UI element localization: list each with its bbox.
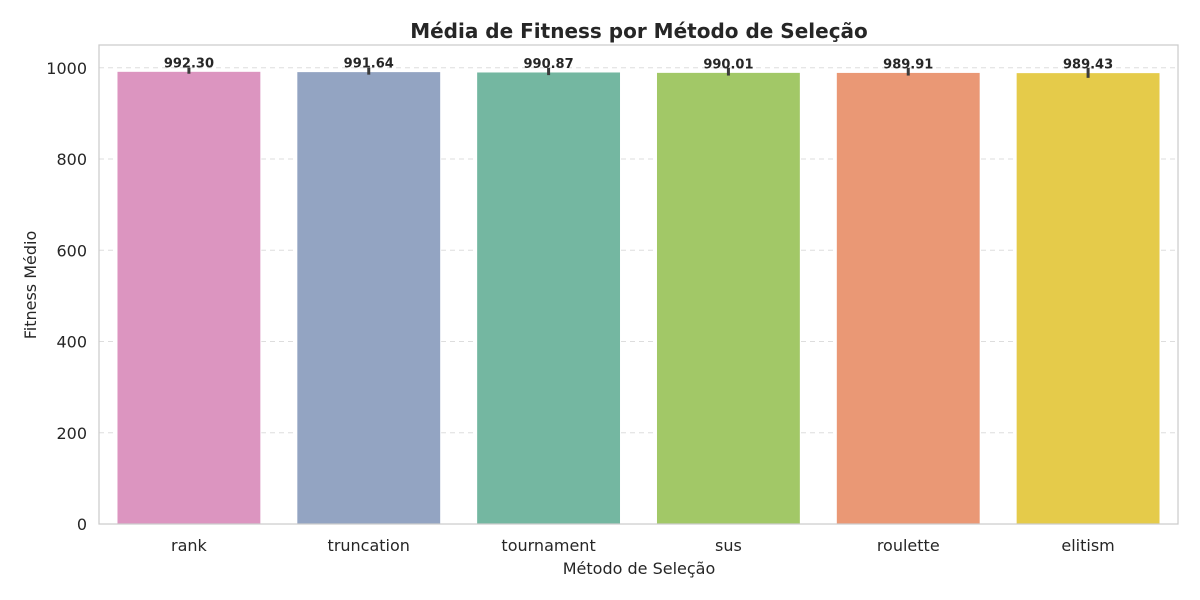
y-tick-label: 200: [56, 424, 87, 443]
x-tick-label-sus: sus: [715, 536, 742, 555]
data-label-sus: 990.01: [703, 57, 753, 72]
chart-title: Média de Fitness por Método de Seleção: [410, 19, 868, 43]
bar-elitism: [1015, 72, 1161, 525]
y-tick-label: 1000: [46, 59, 87, 78]
bar-rank: [116, 70, 262, 525]
x-axis-label: Método de Seleção: [563, 559, 716, 578]
y-tick-label: 0: [77, 515, 87, 534]
bars: [116, 70, 1161, 525]
x-tick-label-elitism: elitism: [1061, 536, 1114, 555]
y-tick-label: 400: [56, 333, 87, 352]
x-tick-label-rank: rank: [171, 536, 208, 555]
data-label-tournament: 990.87: [523, 57, 573, 72]
y-tick-label: 800: [56, 150, 87, 169]
x-tick-label-tournament: tournament: [501, 536, 595, 555]
error-bars: [187, 67, 1090, 78]
plot-frame: [98, 44, 1179, 525]
bar-sus: [655, 71, 801, 525]
data-label-roulette: 989.91: [883, 57, 933, 72]
data-labels: 992.30 991.64 990.87 990.01 989.91 989.43: [164, 56, 1113, 72]
data-label-truncation: 991.64: [344, 57, 394, 72]
bar-truncation: [296, 71, 442, 525]
y-axis-label: Fitness Médio: [21, 231, 40, 340]
data-label-elitism: 989.43: [1063, 58, 1113, 73]
x-tick-label-truncation: truncation: [328, 536, 410, 555]
x-tick-label-roulette: roulette: [877, 536, 940, 555]
bar-roulette: [835, 71, 981, 525]
y-tick-label: 600: [56, 241, 87, 260]
y-axis-ticks: 0 200 400 600 800 1000: [46, 59, 87, 534]
bar-tournament: [476, 71, 622, 525]
x-axis-ticks: rank truncation tournament sus roulette eliti…: [171, 536, 1115, 555]
data-label-rank: 992.30: [164, 56, 214, 71]
